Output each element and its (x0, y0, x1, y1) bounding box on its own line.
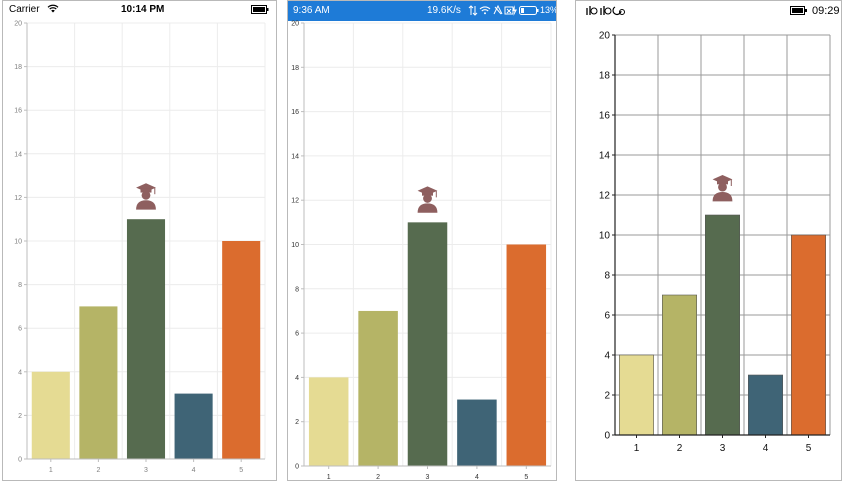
y-tick-label: 14 (14, 151, 22, 158)
signal-icon (586, 4, 628, 19)
x-tick-label: 4 (763, 443, 769, 454)
x-tick-label: 2 (677, 443, 683, 454)
y-tick-label: 2 (604, 391, 610, 402)
clock-label: 10:14 PM (121, 4, 165, 15)
windows-status-bar: 09:29 (576, 1, 841, 21)
windows-phone-frame: 09:29 0 2 4 6 8 10 12 14 16 18 20 1 2 3 4 5 (575, 0, 842, 481)
graduate-icon (417, 186, 438, 213)
y-tick-label: 2 (18, 413, 22, 420)
bar-3 (705, 214, 741, 436)
x-tick-label: 3 (426, 474, 430, 481)
x-tick-label: 3 (720, 443, 726, 454)
bar-4 (748, 374, 784, 436)
y-tick-label: 12 (14, 195, 22, 202)
wifi-icon (479, 5, 491, 18)
y-tick-label: 4 (604, 351, 610, 362)
clock-label: 09:29 (812, 5, 840, 17)
y-tick-label: 6 (295, 331, 299, 338)
bar-1 (618, 354, 655, 436)
y-tick-label: 10 (599, 231, 611, 242)
charging-icon (511, 5, 518, 19)
x-tick-label: 5 (524, 474, 528, 481)
y-tick-label: 6 (18, 326, 22, 333)
x-tick-label: 5 (239, 467, 243, 474)
y-tick-label: 20 (291, 20, 299, 27)
bar-5 (791, 234, 827, 436)
y-tick-label: 8 (18, 282, 22, 289)
x-tick-label: 1 (49, 467, 53, 474)
graduate-icon (712, 175, 733, 202)
bar-5 (222, 241, 261, 459)
y-tick-label: 0 (18, 456, 22, 463)
network-speed-label: 19.6K/s (427, 5, 461, 16)
signal-off-icon (493, 4, 503, 19)
wifi-icon (47, 4, 59, 16)
y-tick-label: 2 (295, 419, 299, 426)
bar-1 (308, 377, 349, 466)
y-tick-label: 16 (599, 111, 611, 122)
y-tick-label: 8 (604, 271, 610, 282)
y-tick-label: 12 (291, 198, 299, 205)
bar-5 (506, 244, 547, 466)
x-tick-label: 3 (144, 467, 148, 474)
bar-1 (31, 371, 70, 459)
y-tick-label: 12 (599, 191, 611, 202)
y-tick-label: 18 (14, 64, 22, 71)
bar-2 (358, 310, 398, 466)
y-tick-label: 6 (604, 311, 610, 322)
bar-2 (79, 306, 118, 459)
y-tick-label: 16 (14, 108, 22, 115)
bar-2 (662, 294, 698, 436)
y-tick-label: 20 (599, 31, 611, 42)
battery-icon (519, 6, 539, 18)
x-tick-label: 1 (327, 474, 331, 481)
bar-3 (126, 219, 166, 459)
y-tick-label: 14 (291, 153, 299, 160)
y-tick-label: 16 (291, 109, 299, 116)
y-tick-label: 14 (599, 151, 611, 162)
battery-percent-label: 13% (540, 5, 557, 15)
bar-4 (174, 393, 213, 459)
y-tick-label: 0 (295, 463, 299, 470)
y-tick-label: 10 (14, 238, 22, 245)
clock-label: 9:36 AM (293, 5, 330, 16)
battery-icon (790, 6, 808, 18)
y-tick-label: 18 (599, 71, 611, 82)
battery-icon (251, 5, 269, 17)
y-tick-label: 20 (14, 20, 22, 27)
carrier-label: Carrier (9, 4, 40, 15)
bar-3 (407, 222, 448, 466)
y-tick-label: 0 (604, 431, 610, 442)
x-tick-label: 2 (96, 467, 100, 474)
x-tick-label: 2 (376, 474, 380, 481)
y-tick-label: 4 (295, 375, 299, 382)
ios-status-bar: Carrier 10:14 PM (3, 1, 276, 21)
android-phone-frame: 9:36 AM 19.6K/s 13% 0 2 4 6 8 10 12 14 16 18 20 1 2 3… (287, 0, 557, 481)
y-tick-label: 10 (291, 242, 299, 249)
y-tick-label: 4 (18, 369, 22, 376)
x-tick-label: 1 (634, 443, 640, 454)
x-tick-label: 4 (192, 467, 196, 474)
y-tick-label: 8 (295, 286, 299, 293)
ios-phone-frame: Carrier 10:14 PM 0 2 4 6 8 10 12 14 16 18 20 1 2 3 4 5 (2, 0, 277, 481)
data-sync-icon (468, 5, 478, 19)
graduate-icon (136, 183, 156, 210)
bar-4 (457, 399, 497, 466)
android-status-bar: 9:36 AM 19.6K/s 13% (288, 1, 556, 21)
x-tick-label: 5 (806, 443, 812, 454)
y-tick-label: 18 (291, 65, 299, 72)
x-tick-label: 4 (475, 474, 479, 481)
